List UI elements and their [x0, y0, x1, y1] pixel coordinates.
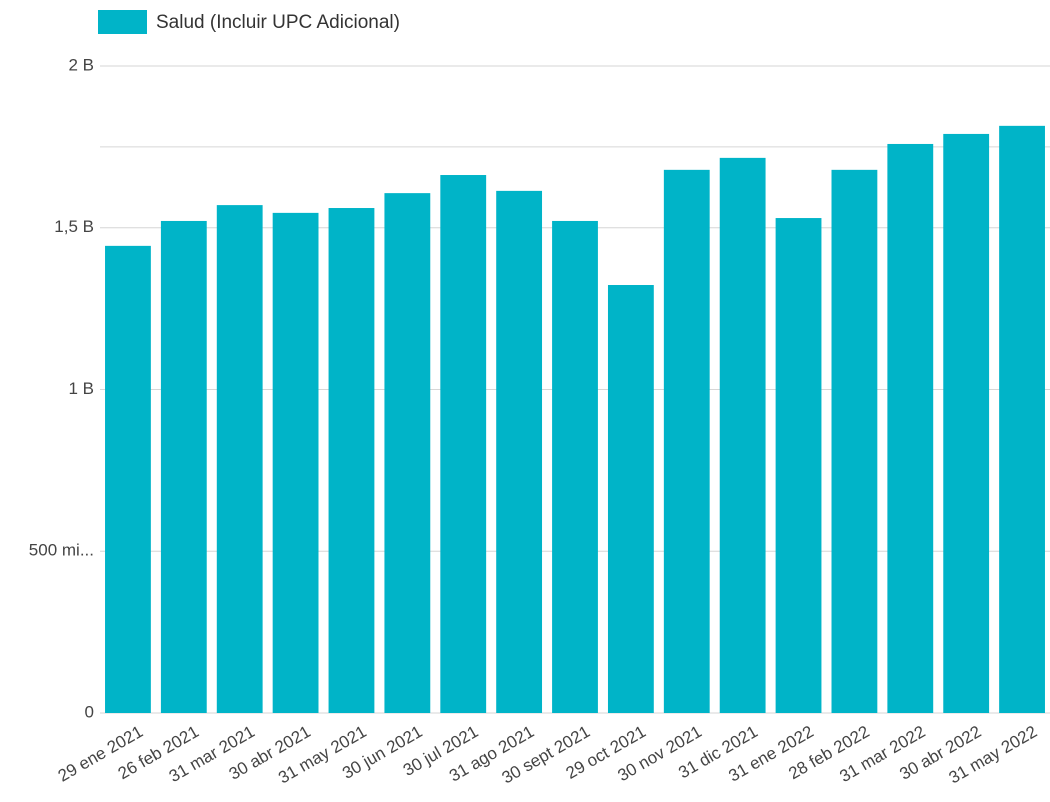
bar: [607, 285, 654, 713]
legend-label: Salud (Incluir UPC Adicional): [156, 12, 400, 33]
bar: [775, 218, 822, 714]
bar: [105, 245, 151, 713]
legend-swatch: [98, 10, 147, 34]
bar: [328, 208, 375, 714]
bar: [943, 133, 990, 713]
y-tick-label: 500 mi...: [29, 541, 94, 560]
bar: [496, 190, 543, 714]
bar: [552, 220, 598, 714]
bar: [999, 125, 1045, 713]
y-tick-label: 0: [85, 702, 94, 721]
bar: [384, 193, 431, 713]
bar: [663, 169, 710, 713]
bar: [831, 169, 878, 713]
bar: [160, 220, 207, 714]
bar: [887, 143, 934, 713]
bar: [719, 157, 766, 713]
bar: [216, 205, 263, 714]
y-tick-label: 1,5 B: [54, 217, 94, 236]
y-tick-label: 1 B: [68, 379, 94, 398]
y-tick-label: 2 B: [68, 55, 94, 74]
bar: [272, 212, 319, 713]
bar: [440, 175, 487, 713]
